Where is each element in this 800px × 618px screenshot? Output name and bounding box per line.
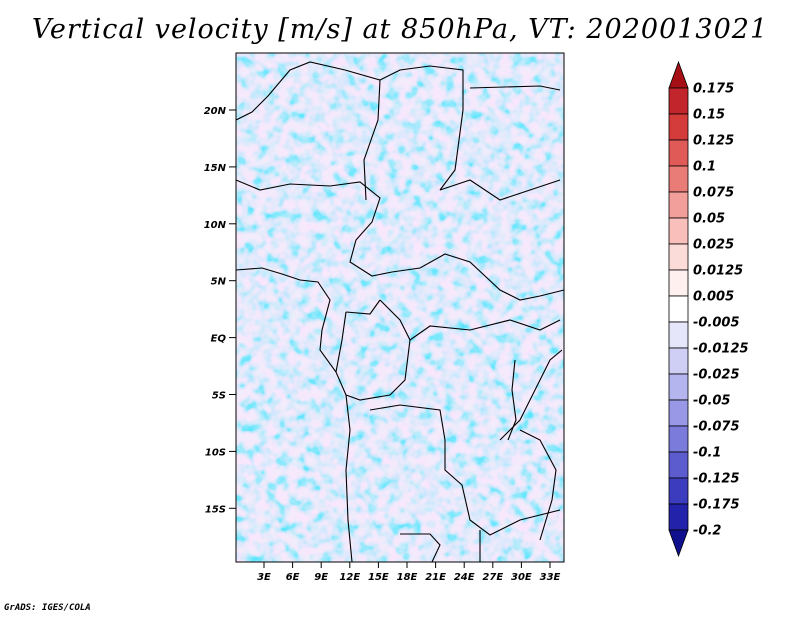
colorbar-swatch <box>668 139 689 167</box>
colorbar-level-label: 0.125 <box>693 134 734 149</box>
colorbar-level-label: 0.175 <box>693 82 734 97</box>
lon-tick-label: 21E <box>425 572 446 583</box>
colorbar-swatch <box>668 217 689 245</box>
colorbar-level-label: -0.175 <box>693 498 740 513</box>
colorbar-level-label: 0.1 <box>693 160 716 175</box>
lon-tick-label: 6E <box>286 572 300 583</box>
colorbar-swatch <box>668 477 689 505</box>
lon-tick-label: 3E <box>257 572 271 583</box>
colorbar-level-label: -0.05 <box>693 394 730 409</box>
colorbar-level-label: 0.15 <box>693 108 725 123</box>
colorbar-swatch <box>668 243 689 271</box>
lat-tick-label: 15N <box>204 163 227 174</box>
colorbar-swatch <box>668 191 689 219</box>
colorbar-swatch <box>668 165 689 193</box>
lat-tick-label: 10S <box>205 447 226 458</box>
colorbar: 0.175 0.15 0.125 0.1 0.075 0.05 0.025 0.0125 0.0… <box>668 60 749 558</box>
lon-tick-label: 27E <box>482 572 503 583</box>
colorbar-swatch <box>668 113 689 141</box>
colorbar-level-label: -0.2 <box>693 524 721 539</box>
colorbar-level-label: 0.005 <box>693 290 734 305</box>
velocity-field <box>236 53 564 562</box>
colorbar-swatch <box>668 269 689 297</box>
colorbar-level-label: -0.1 <box>693 446 721 461</box>
colorbar-swatch <box>668 503 689 531</box>
colorbar-level-label: 0.0125 <box>693 264 743 279</box>
lon-tick-label: 9E <box>314 572 328 583</box>
colorbar-level-label: -0.075 <box>693 420 740 435</box>
lat-tick-label: 5S <box>212 391 226 402</box>
latitude-axis: 20N 15N 10N 5N EQ 5S 10S 15S <box>204 106 236 515</box>
lon-tick-label: 30E <box>511 572 532 583</box>
colorbar-swatch <box>668 295 689 323</box>
colorbar-swatch <box>668 425 689 453</box>
lon-tick-label: 24E <box>454 572 475 583</box>
colorbar-level-label: -0.005 <box>693 316 740 331</box>
colorbar-level-label: -0.125 <box>693 472 740 487</box>
grads-credit: GrADS: IGES/COLA <box>4 603 91 613</box>
colorbar-cap-bottom <box>668 529 689 558</box>
map-frame <box>235 52 565 563</box>
longitude-axis: 3E 6E 9E 12E 15E 18E 21E 24E 27E 30E 33E <box>257 562 561 583</box>
colorbar-swatch <box>668 399 689 427</box>
chart-title: Vertical velocity [m/s] at 850hPa, VT: 2… <box>31 14 769 45</box>
colorbar-level-label: 0.05 <box>693 212 725 227</box>
colorbar-level-label: -0.0125 <box>693 342 749 357</box>
lat-tick-label: EQ <box>211 334 227 345</box>
lon-tick-label: 15E <box>368 572 389 583</box>
lat-tick-label: 20N <box>204 106 227 117</box>
lat-tick-label: 10N <box>204 220 227 231</box>
colorbar-level-label: -0.025 <box>693 368 740 383</box>
lat-tick-label: 5N <box>211 277 227 288</box>
colorbar-swatch <box>668 87 689 115</box>
colorbar-cap-top <box>668 60 689 89</box>
colorbar-swatch <box>668 321 689 349</box>
lon-tick-label: 33E <box>540 572 561 583</box>
lat-tick-label: 15S <box>205 504 226 515</box>
lon-tick-label: 12E <box>339 572 360 583</box>
lon-tick-label: 18E <box>397 572 418 583</box>
colorbar-swatch <box>668 451 689 479</box>
country-borders <box>235 61 565 563</box>
colorbar-swatch <box>668 373 689 401</box>
colorbar-level-label: 0.025 <box>693 238 734 253</box>
colorbar-level-label: 0.075 <box>693 186 734 201</box>
colorbar-swatch <box>668 347 689 375</box>
